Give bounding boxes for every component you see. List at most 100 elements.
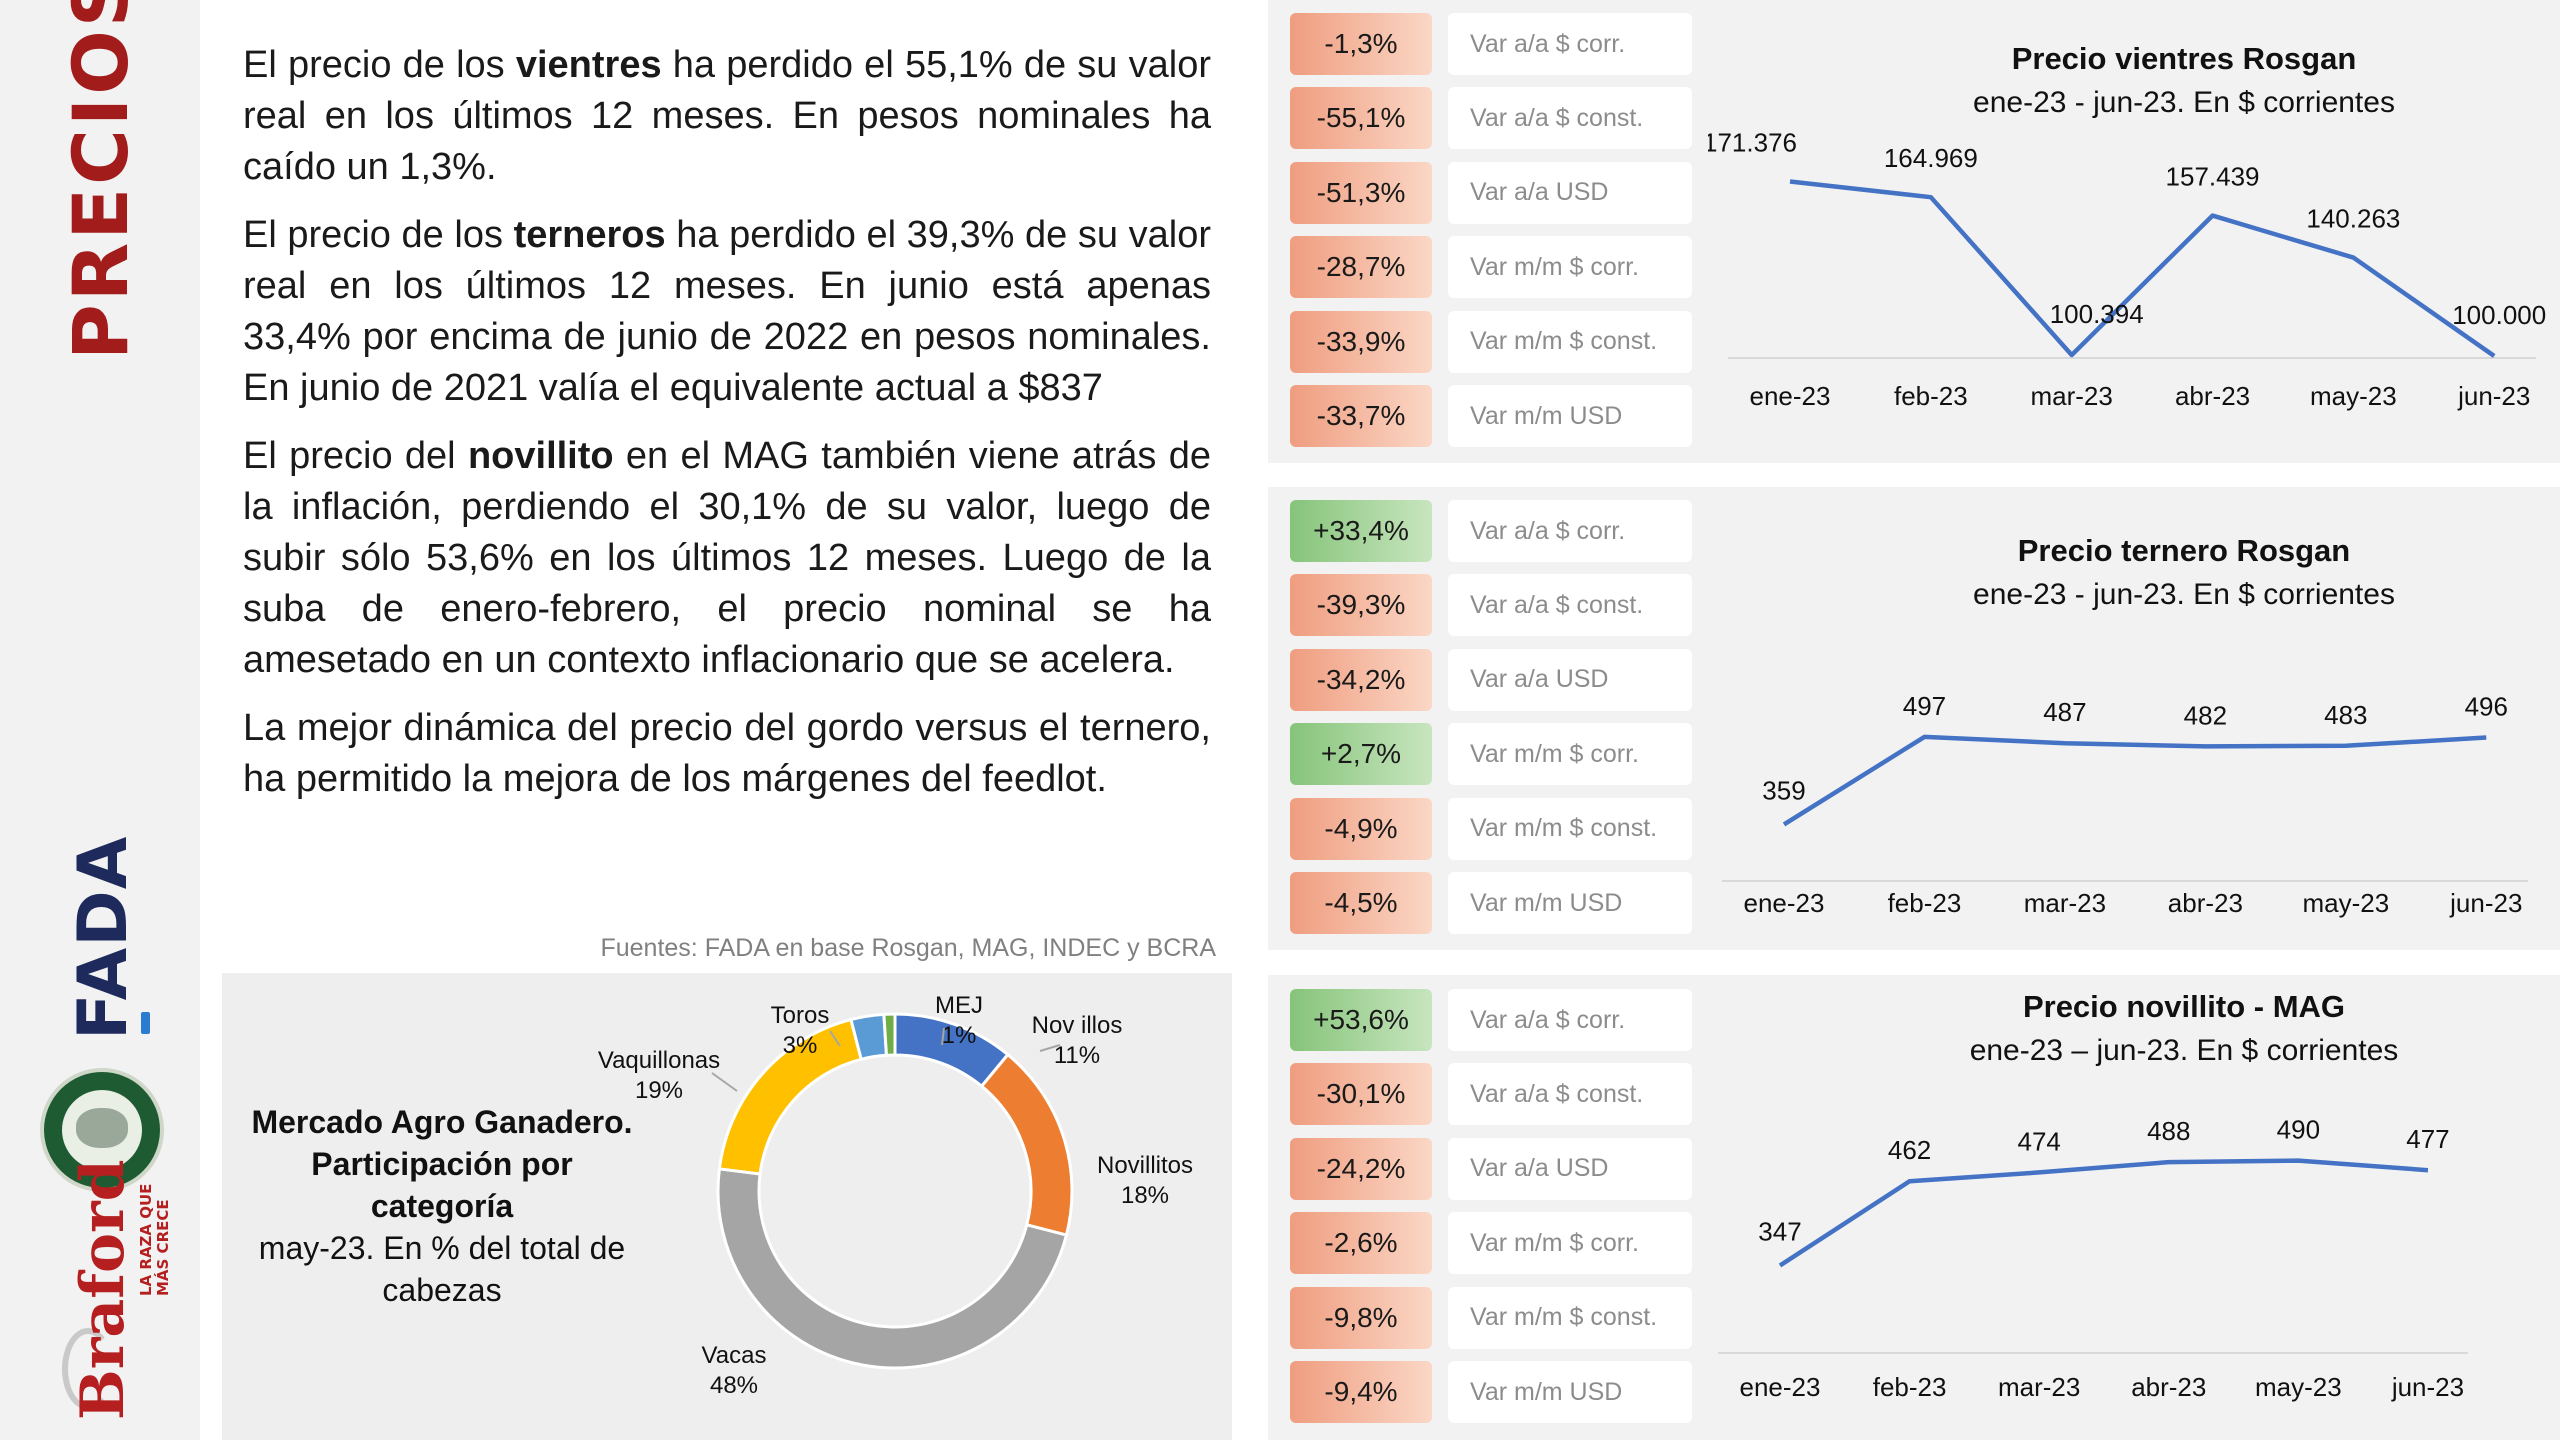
indicator-label: Var m/m $ corr. xyxy=(1448,236,1692,299)
slice-value-label: 1% xyxy=(942,1022,977,1049)
x-tick-label: may-23 xyxy=(2310,381,2397,411)
indicator-label: Var m/m $ corr. xyxy=(1448,1212,1692,1275)
ternero-panel: +33,4% Var a/a $ corr. -39,3% Var a/a $ con… xyxy=(1268,487,2560,950)
x-tick-label: jun-23 xyxy=(2391,1372,2464,1402)
slice-category-label: Novillitos xyxy=(1097,1152,1193,1179)
leader-line xyxy=(711,1072,738,1092)
data-label: 488 xyxy=(2147,1116,2190,1146)
data-label: 347 xyxy=(1758,1217,1801,1247)
indicator-value: -30,1% xyxy=(1290,1063,1432,1126)
data-label: 497 xyxy=(1903,691,1946,721)
chart-title: Precio ternero Rosgan xyxy=(2018,533,2350,568)
indicator-value: -39,3% xyxy=(1290,574,1432,637)
data-label: 487 xyxy=(2043,697,2086,727)
x-tick-label: feb-23 xyxy=(1873,1372,1947,1402)
line-chart-1: Precio ternero Rosgan ene-23 - jun-23. En… xyxy=(1722,533,2528,918)
cow-icon xyxy=(76,1108,128,1148)
indicator-value: -28,7% xyxy=(1290,236,1432,299)
slice-value-label: 19% xyxy=(635,1077,683,1104)
slice-category-label: Vacas xyxy=(702,1342,767,1369)
vientres-panel: -1,3% Var a/a $ corr. -55,1% Var a/a $ cons… xyxy=(1268,0,2560,463)
chart-subtitle: ene-23 – jun-23. En $ corrientes xyxy=(1970,1034,2399,1067)
data-label: 100.000 xyxy=(2452,300,2546,330)
slice-category-label: Vaquillonas xyxy=(598,1047,720,1074)
data-label: 474 xyxy=(2017,1126,2060,1156)
chart-title: Precio vientres Rosgan xyxy=(2012,41,2357,76)
donut-slice xyxy=(716,1167,1069,1370)
indicator-value: -2,6% xyxy=(1290,1212,1432,1275)
donut-title-text: Mercado Agro Ganadero. Participación por… xyxy=(251,1104,633,1224)
indicator-label: Var a/a $ corr. xyxy=(1448,500,1692,562)
data-label: 482 xyxy=(2184,700,2227,730)
indicator-value: -33,7% xyxy=(1290,385,1432,447)
data-label: 483 xyxy=(2324,700,2367,730)
x-tick-label: mar-23 xyxy=(2024,888,2106,918)
indicator-label: Var m/m USD xyxy=(1448,1361,1692,1423)
donut-chart: Nov illos 11% Novillitos 18% Vacas 48% Vaquill… xyxy=(598,992,1193,1399)
indicator-value: -9,4% xyxy=(1290,1361,1432,1423)
x-tick-label: mar-23 xyxy=(1998,1372,2080,1402)
indicator-value: -33,9% xyxy=(1290,310,1432,373)
data-label: 140.263 xyxy=(2306,204,2400,234)
series-line xyxy=(1782,734,2487,827)
indicator-value: +2,7% xyxy=(1290,723,1432,786)
indicator-label: Var a/a $ const. xyxy=(1448,87,1692,150)
leader-line xyxy=(1039,1044,1061,1052)
series-line xyxy=(1778,1158,2429,1268)
braford-logo-text: Braford xyxy=(68,1159,138,1420)
chart-title: Precio novillito - MAG xyxy=(2023,989,2345,1024)
analysis-text: El precio de los vientres ha perdido el … xyxy=(243,40,1211,822)
paragraph-terneros: El precio de los terneros ha perdido el … xyxy=(243,214,1211,409)
x-tick-label: abr-23 xyxy=(2175,381,2250,411)
indicator-value: +53,6% xyxy=(1290,989,1432,1051)
indicator-label: Var m/m USD xyxy=(1448,385,1692,447)
x-tick-label: may-23 xyxy=(2255,1372,2342,1402)
section-title: PRECIOS xyxy=(56,0,145,360)
line-chart-0: Precio vientres Rosgan ene-23 - jun-23. E… xyxy=(1708,41,2546,411)
fada-logo-text: FADA xyxy=(64,835,143,1040)
indicator-value: -4,5% xyxy=(1290,872,1432,934)
slice-value-label: 3% xyxy=(783,1032,818,1059)
x-tick-label: feb-23 xyxy=(1888,888,1962,918)
x-tick-label: jun-23 xyxy=(2457,381,2530,411)
indicator-label: Var m/m $ const. xyxy=(1448,1286,1692,1349)
sources-note: Fuentes: FADA en base Rosgan, MAG, INDEC… xyxy=(600,934,1216,962)
data-label: 477 xyxy=(2406,1124,2449,1154)
slice-category-label: Nov illos xyxy=(1032,1012,1123,1039)
x-tick-label: abr-23 xyxy=(2168,888,2243,918)
data-label: 496 xyxy=(2465,692,2508,722)
x-tick-label: ene-23 xyxy=(1744,888,1825,918)
indicator-label: Var m/m $ const. xyxy=(1448,797,1692,860)
association-seal-logo xyxy=(40,1068,164,1192)
slice-value-label: 11% xyxy=(1054,1042,1100,1069)
donut-chart-title: Mercado Agro Ganadero. Participación por… xyxy=(242,1101,642,1311)
slice-value-label: 48% xyxy=(710,1372,758,1399)
slice-value-label: 18% xyxy=(1121,1182,1169,1209)
data-label: 171.376 xyxy=(1708,128,1797,158)
indicator-value: -4,9% xyxy=(1290,797,1432,860)
chart-subtitle: ene-23 - jun-23. En $ corrientes xyxy=(1973,86,2395,119)
leader-line xyxy=(829,1030,841,1047)
braford-tagline: LA RAZA QUE MÁS CRECE xyxy=(137,1183,172,1296)
indicator-value: -1,3% xyxy=(1290,13,1432,75)
paragraph-feedlot: La mejor dinámica del precio del gordo v… xyxy=(243,707,1211,800)
donut-slice xyxy=(979,1052,1074,1237)
donut-chart-panel: Mercado Agro Ganadero. Participación por… xyxy=(222,973,1232,1440)
data-label: 157.439 xyxy=(2166,162,2260,192)
x-tick-label: abr-23 xyxy=(2131,1372,2206,1402)
data-label: 359 xyxy=(1762,775,1805,805)
x-tick-label: mar-23 xyxy=(2031,381,2113,411)
series-line xyxy=(1789,179,2496,358)
data-label: 490 xyxy=(2277,1115,2320,1145)
x-tick-label: ene-23 xyxy=(1750,381,1831,411)
indicator-label: Var m/m USD xyxy=(1448,872,1692,934)
indicator-label: Var m/m $ corr. xyxy=(1448,723,1692,786)
paragraph-vientres: El precio de los vientres ha perdido el … xyxy=(243,44,1211,188)
paragraph-novillito: El precio del novillito en el MAG tambié… xyxy=(243,435,1211,681)
data-label: 462 xyxy=(1888,1135,1931,1165)
indicator-label: Var a/a USD xyxy=(1448,161,1692,224)
slice-category-label: MEJ xyxy=(935,992,983,1019)
slice-category-label: Toros xyxy=(771,1002,830,1029)
x-tick-label: jun-23 xyxy=(2449,888,2522,918)
x-tick-label: ene-23 xyxy=(1740,1372,1821,1402)
